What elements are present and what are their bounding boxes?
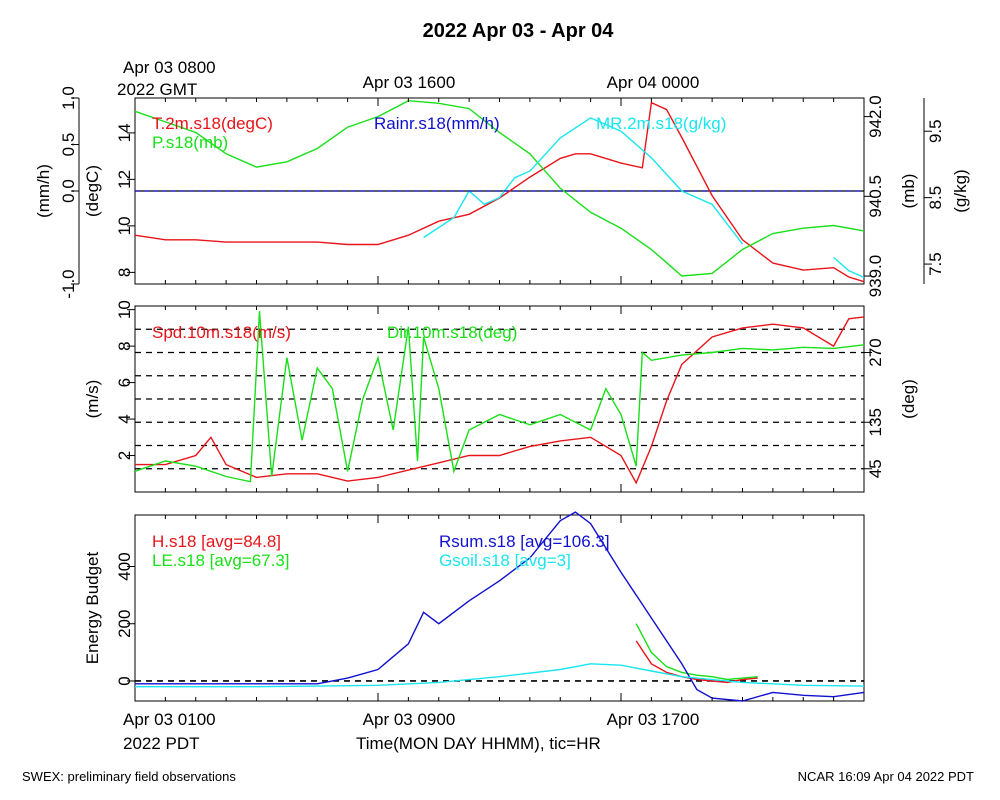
series-line-bot-1-0 xyxy=(635,623,758,681)
panel-top: -1.0 0.0 0.5 1.0 8 10 12 14 939.0 940.5 942.0 7.5 8.… xyxy=(59,86,945,298)
axis-label-rain: (mm/h) xyxy=(34,164,53,218)
series-line-top-2-1 xyxy=(833,256,865,279)
bottom-time-label-0: Apr 03 0100 xyxy=(123,710,216,729)
top-time-label-0: Apr 03 0800 xyxy=(123,58,216,77)
series-line-top-2-0 xyxy=(423,117,744,245)
top-time-label-0-sub: 2022 GMT xyxy=(117,80,197,99)
legend-gsoil: Gsoil.s18 [avg=3] xyxy=(439,551,571,570)
series-line-mid-1-0 xyxy=(134,311,865,483)
rain-tick-label-1: 0.0 xyxy=(59,179,78,203)
axis-label-temp: (degC) xyxy=(83,165,102,217)
series-line-top-1-0 xyxy=(134,99,865,277)
series-line-bot-3-0 xyxy=(135,663,865,688)
bottom-time-label-0-sub: 2022 PDT xyxy=(123,734,200,753)
legend-dir: Dir.10m.s18(deg) xyxy=(387,323,517,342)
temp-tick-label-3: 14 xyxy=(115,123,134,142)
pres-tick-label-2: 942.0 xyxy=(866,95,885,138)
top-time-label-1: Apr 03 1600 xyxy=(363,73,456,92)
footer-left: SWEX: preliminary field observations xyxy=(22,769,236,784)
mr-tick-label-1: 8.5 xyxy=(926,186,945,210)
footer-right: NCAR 16:09 Apr 04 2022 PDT xyxy=(798,769,974,784)
axis-label-pres: (mb) xyxy=(899,174,918,209)
rain-tick-label-0: -1.0 xyxy=(59,269,78,298)
spd-tick-label-4: 10 xyxy=(115,300,134,319)
rain-tick-label-2: 0.5 xyxy=(59,133,78,157)
dir-tick-label-2: 270 xyxy=(866,338,885,366)
energy-tick-label-1: 200 xyxy=(115,610,134,638)
axis-label-spd: (m/s) xyxy=(83,380,102,419)
legend-temp: T.2m.s18(degC) xyxy=(152,114,273,133)
mr-tick-label-2: 9.5 xyxy=(926,119,945,143)
legend-pres: P.s18(mb) xyxy=(152,133,228,152)
pres-tick-label-1: 940.5 xyxy=(866,175,885,218)
spd-tick-label-1: 4 xyxy=(115,414,134,423)
panel-middle: 2 4 6 8 10 45 135 270 xyxy=(115,300,885,493)
spd-tick-label-0: 2 xyxy=(115,451,134,460)
bottom-time-label-1: Apr 03 0900 xyxy=(363,710,456,729)
series-line-top-0-0 xyxy=(134,101,865,283)
dir-tick-label-0: 45 xyxy=(866,459,885,478)
axis-label-mr: (g/kg) xyxy=(951,169,970,212)
legend-mr: MR.2m.s18(g/kg) xyxy=(596,114,726,133)
temp-tick-label-2: 12 xyxy=(115,170,134,189)
spd-tick-label-3: 8 xyxy=(115,341,134,350)
top-time-label-2: Apr 04 0000 xyxy=(607,73,700,92)
legend-h: H.s18 [avg=84.8] xyxy=(152,532,281,551)
energy-tick-label-2: 400 xyxy=(115,552,134,580)
chart-title: 2022 Apr 03 - Apr 04 xyxy=(423,20,615,42)
series-line-mid-0-0 xyxy=(135,316,865,485)
axis-label-dir: (deg) xyxy=(899,379,918,419)
rain-tick-label-3: 1.0 xyxy=(59,86,78,110)
mr-tick-label-0: 7.5 xyxy=(926,252,945,276)
panel-bottom: 0 200 400 xyxy=(115,511,865,702)
spd-tick-label-2: 6 xyxy=(115,378,134,387)
legend-rsum: Rsum.s18 [avg=106.3] xyxy=(439,532,610,551)
temp-tick-label-1: 10 xyxy=(115,216,134,235)
legend-le: LE.s18 [avg=67.3] xyxy=(152,551,290,570)
temp-tick-label-0: 8 xyxy=(115,268,134,277)
energy-tick-label-0: 0 xyxy=(115,676,134,685)
series-line-bot-0-0 xyxy=(635,640,758,684)
dir-tick-label-1: 135 xyxy=(866,408,885,436)
pres-tick-label-0: 939.0 xyxy=(866,255,885,298)
legend-spd: Spd.10m.s18(m/s) xyxy=(152,323,291,342)
axis-label-energy: Energy Budget xyxy=(83,551,102,664)
legend-rain: Rainr.s18(mm/h) xyxy=(374,114,500,133)
x-axis-label: Time(MON DAY HHMM), tic=HR xyxy=(356,734,601,753)
bottom-time-label-2: Apr 03 1700 xyxy=(607,710,700,729)
